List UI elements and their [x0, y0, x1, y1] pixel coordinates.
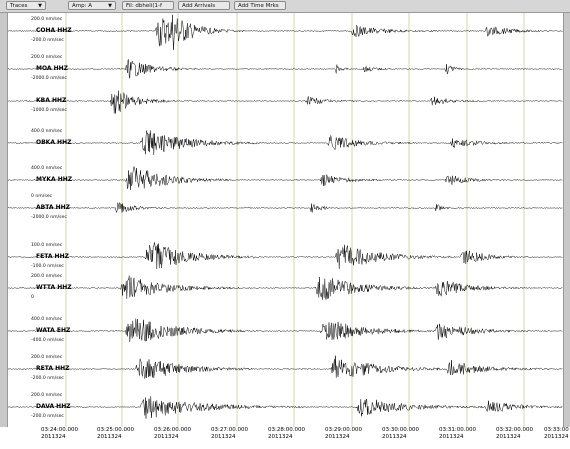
station-label: ABTA HHZ [36, 204, 70, 211]
amplitude-scale-bottom: -200.0 nm/sec [31, 38, 64, 43]
station-label: MOA HHZ [36, 65, 69, 72]
station-label: DAVA HHZ [36, 403, 71, 410]
left-scrollbar[interactable] [0, 13, 8, 433]
seismogram-trace [8, 318, 563, 342]
date-tick-label: 2011324 [382, 434, 407, 440]
chevron-down-icon: ▼ [38, 3, 42, 9]
amplitude-scale-bottom: -2000.0 nm/sec [31, 76, 67, 81]
time-tick-label: 03:27:00.000 [211, 427, 248, 433]
seismogram-trace [8, 130, 563, 156]
amplitude-scale-top: 100.0 nm/sec [31, 243, 63, 248]
time-tick-label: 03:33:00 [544, 427, 569, 433]
amplitude-scale-top: 200.0 nm/sec [31, 393, 63, 398]
date-tick-label: 2011324 [41, 434, 66, 440]
time-tick-label: 03:32:00.000 [496, 427, 533, 433]
time-tick-label: 03:26:00.000 [154, 427, 191, 433]
station-label: FETA HHZ [36, 253, 69, 260]
amplitude-scale-bottom: 0 [31, 295, 34, 300]
date-tick-label: 2011324 [97, 434, 122, 440]
amplitude-scale-bottom: -200.0 nm/sec [31, 376, 64, 381]
time-tick-label: 03:28:00.000 [268, 427, 305, 433]
seismogram-traces [8, 13, 563, 427]
seismogram-trace [8, 242, 563, 270]
date-tick-label: 2011324 [154, 434, 179, 440]
add-arrivals-button[interactable]: Add Arrivals [178, 1, 230, 10]
amp-menu[interactable]: Amp: A ▼ [68, 1, 116, 10]
traces-label: Traces [10, 3, 28, 9]
station-label: COHA HHZ [36, 27, 72, 34]
date-tick-label: 2011324 [325, 434, 350, 440]
amplitude-scale-top: 200.0 nm/sec [31, 55, 63, 60]
add-time-marks-label: Add Time Mrks [238, 3, 279, 9]
seismogram-panel[interactable]: COHA HHZ 200.0 nm/sec -200.0 nm/sec MOA HHZ… [8, 13, 563, 427]
time-tick-label: 03:30:00.000 [382, 427, 419, 433]
seismogram-trace [8, 396, 563, 419]
amplitude-scale-top: 200.0 nm/sec [31, 274, 63, 279]
station-label: MYKA HHZ [36, 176, 73, 183]
right-scrollbar[interactable] [563, 13, 570, 433]
date-tick-label: 2011324 [211, 434, 236, 440]
add-time-marks-button[interactable]: Add Time Mrks [234, 1, 286, 10]
filter-label: Fil: dbheli(1-f [126, 3, 162, 9]
amplitude-scale-top: 400.0 nm/sec [31, 129, 63, 134]
time-axis: 03:24:00.000 2011324 03:25:00.000 2011324 03… [0, 427, 570, 449]
amplitude-scale-top: 400.0 nm/sec [31, 166, 63, 171]
station-label: KBA HHZ [36, 97, 67, 104]
toolbar: Traces ▼ Amp: A ▼ Fil: dbheli(1-f Add Ar… [0, 0, 570, 13]
seismogram-trace [8, 14, 563, 50]
date-tick-label: 2011324 [544, 434, 569, 440]
time-tick-label: 03:31:00.000 [439, 427, 476, 433]
traces-menu[interactable]: Traces ▼ [6, 1, 46, 10]
seismogram-trace [8, 165, 563, 190]
amplitude-scale-top: 200.0 nm/sec [31, 355, 63, 360]
station-label: OBKA HHZ [36, 139, 72, 146]
seismogram-trace [8, 90, 563, 114]
amplitude-scale-top: 400.0 nm/sec [31, 317, 63, 322]
add-arrivals-label: Add Arrivals [182, 3, 216, 9]
station-label: WTTA HHZ [36, 284, 72, 291]
seismogram-trace [8, 201, 563, 214]
seismogram-trace [8, 59, 563, 79]
date-tick-label: 2011324 [268, 434, 293, 440]
date-tick-label: 2011324 [496, 434, 521, 440]
chevron-down-icon: ▼ [108, 3, 112, 9]
amplitude-scale-bottom: -200.0 nm/sec [31, 414, 64, 419]
time-tick-label: 03:24:00.000 [41, 427, 78, 433]
amplitude-scale-bottom: -100.0 nm/sec [31, 264, 64, 269]
date-tick-label: 2011324 [439, 434, 464, 440]
time-tick-label: 03:25:00.000 [97, 427, 134, 433]
amplitude-scale-top: 200.0 nm/sec [31, 17, 63, 22]
amplitude-scale-bottom: -400.0 nm/sec [31, 338, 64, 343]
station-label: RETA HHZ [36, 365, 70, 372]
filter-menu[interactable]: Fil: dbheli(1-f [122, 1, 174, 10]
station-label: WATA EHZ [36, 327, 71, 334]
amplitude-scale-top: 0 nm/sec [31, 194, 53, 199]
time-tick-label: 03:29:00.000 [325, 427, 362, 433]
seismogram-trace [8, 355, 563, 379]
amp-label: Amp: A [72, 3, 92, 9]
amplitude-scale-bottom: -1000.0 nm/sec [31, 108, 67, 113]
seismogram-trace [8, 275, 563, 300]
amplitude-scale-bottom: -2000.0 nm/sec [31, 215, 67, 220]
